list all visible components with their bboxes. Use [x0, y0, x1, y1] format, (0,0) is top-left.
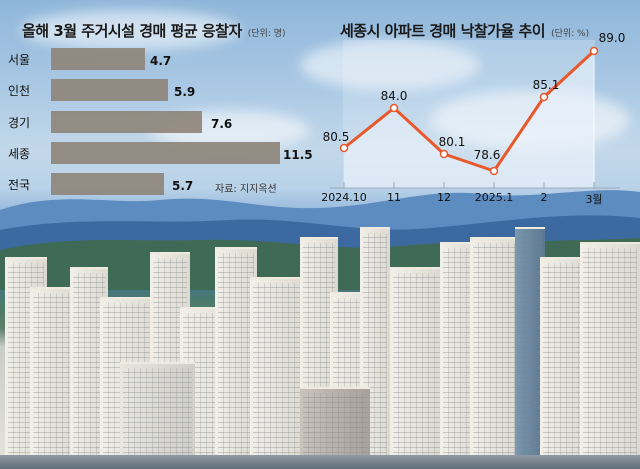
cloud	[300, 40, 480, 90]
bar-chart-title-text: 올해 3월 주거시설 경매 평균 응찰자	[22, 22, 242, 40]
point-label-12: 80.1	[438, 135, 466, 149]
source-note: 자료: 지지옥션	[215, 184, 277, 195]
line-chart-unit: (단위: %)	[551, 29, 590, 39]
x-axis-ticks	[343, 182, 595, 188]
bar-value-national: 5.7	[172, 179, 194, 193]
bar-value-seoul: 4.7	[150, 54, 172, 68]
data-line	[343, 49, 596, 173]
x-label-2: 2	[540, 191, 548, 204]
city-skyline	[0, 220, 640, 469]
point-label-2025-1: 78.6	[473, 148, 501, 162]
x-label-3: 3월	[585, 193, 603, 206]
bar-chart-title: 올해 3월 주거시설 경매 평균 응찰자 (단위: 명)	[22, 20, 286, 41]
x-label-12: 12	[437, 191, 451, 204]
bar-label-national: 전국	[8, 178, 31, 192]
point-label-3: 89.0	[598, 31, 626, 45]
bar-value-incheon: 5.9	[174, 85, 196, 99]
point-label-2024-10: 80.5	[322, 130, 350, 144]
plot-area	[343, 40, 595, 188]
bar-seoul	[51, 48, 145, 70]
bar-chart-unit: (단위: 명)	[247, 29, 286, 39]
bar-label-incheon: 인천	[8, 84, 31, 98]
bar-value-gyeonggi: 7.6	[211, 117, 233, 131]
bar-incheon	[51, 79, 168, 101]
x-label-2024-10: 2024.10	[321, 191, 367, 204]
cloud	[20, 10, 240, 50]
line-chart-title-text: 세종시 아파트 경매 낙찰가율 추이	[340, 22, 546, 40]
bar-label-gyeonggi: 경기	[8, 116, 31, 130]
bar-gyeonggi	[51, 111, 202, 133]
road	[0, 455, 640, 469]
bar-sejong	[51, 142, 280, 164]
point-label-2: 85.1	[532, 78, 560, 92]
point-label-11: 84.0	[380, 89, 408, 103]
x-label-11: 11	[387, 191, 401, 204]
bar-label-sejong: 세종	[8, 147, 31, 161]
x-label-2025-1: 2025.1	[474, 191, 514, 204]
line-chart-title: 세종시 아파트 경매 낙찰가율 추이 (단위: %)	[340, 20, 589, 41]
bar-label-seoul: 서울	[8, 53, 31, 67]
bar-national	[51, 173, 164, 195]
bar-value-sejong: 11.5	[283, 148, 313, 162]
data-markers	[339, 46, 599, 176]
area-fill	[344, 51, 594, 188]
